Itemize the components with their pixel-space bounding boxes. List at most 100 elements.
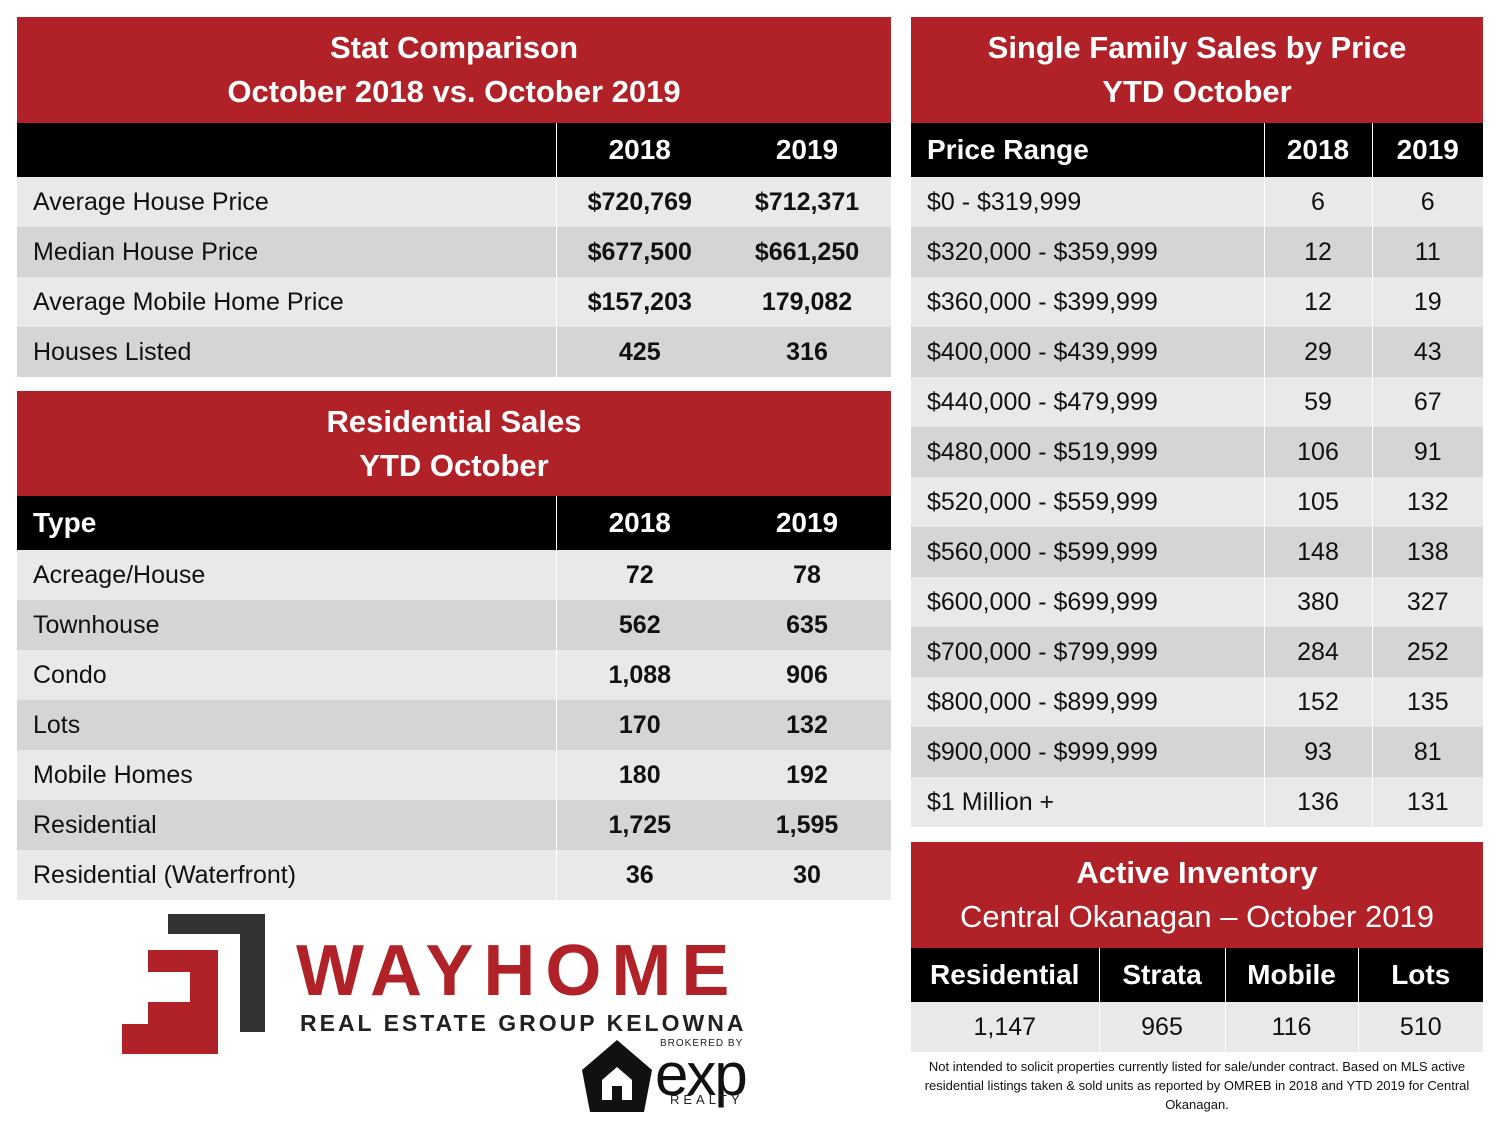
brokered-by-label: BROKERED BY	[660, 1038, 744, 1049]
value-2019: 906	[723, 650, 891, 700]
residential-sales-title-line1: Residential Sales	[326, 403, 582, 439]
active-inventory-title-line1: Active Inventory	[1076, 855, 1318, 890]
column-header-2019: 2019	[723, 123, 891, 177]
column-header-2018: 2018	[555, 496, 723, 550]
value-2019: 6	[1371, 177, 1483, 227]
value-2019: 91	[1371, 427, 1483, 477]
row-label: Median House Price	[17, 227, 556, 277]
table-row: Mobile Homes 180 192	[17, 750, 891, 800]
row-label: Average Mobile Home Price	[17, 277, 556, 327]
column-header-residential: Residential	[911, 948, 1099, 1002]
stat-comparison-panel: Stat Comparison October 2018 vs. October…	[17, 17, 891, 377]
active-inventory-table: Residential Strata Mobile Lots 1,147 965…	[911, 948, 1483, 1052]
row-label: $440,000 - $479,999	[911, 377, 1264, 427]
row-label: Acreage/House	[17, 550, 556, 600]
row-label: Townhouse	[17, 600, 556, 650]
value-2019: 132	[723, 700, 891, 750]
table-row: $1 Million +136 131	[911, 777, 1483, 827]
column-header-strata: Strata	[1098, 948, 1225, 1002]
value-2019: 1,595	[723, 800, 891, 850]
value-mobile: 116	[1224, 1002, 1358, 1052]
row-label: Houses Listed	[17, 327, 556, 377]
value-2019: 30	[723, 850, 891, 900]
column-header-2019: 2019	[723, 496, 891, 550]
column-header-price-range: Price Range	[911, 123, 1264, 177]
table-row: $0 - $319,999 6 6	[911, 177, 1483, 227]
value-2018: 425	[555, 327, 723, 377]
wayhome-tagline: REAL ESTATE GROUP KELOWNA	[300, 1010, 747, 1036]
row-label: $1 Million +	[911, 777, 1264, 827]
value-2018: 284	[1263, 627, 1372, 677]
single-family-title-line2: YTD October	[1102, 74, 1292, 109]
value-2019: 132	[1371, 477, 1483, 527]
value-2018: $720,769	[555, 177, 723, 227]
row-label: $900,000 - $999,999	[911, 727, 1264, 777]
value-2018: 36	[555, 850, 723, 900]
value-2019: 78	[723, 550, 891, 600]
column-header-2018: 2018	[555, 123, 723, 177]
table-row: Acreage/House 72 78	[17, 550, 891, 600]
value-2019: 19	[1371, 277, 1483, 327]
table-row: Lots 170 132	[17, 700, 891, 750]
single-family-table: Price Range 2018 2019 $0 - $319,999 6 6 $3…	[911, 123, 1483, 827]
stat-comparison-title-line2: October 2018 vs. October 2019	[227, 74, 681, 109]
table-header-row: Residential Strata Mobile Lots	[911, 948, 1483, 1002]
stat-comparison-title: Stat Comparison October 2018 vs. October…	[17, 17, 891, 123]
table-row: $900,000 - $999,999 93 81	[911, 727, 1483, 777]
value-2018: 562	[555, 600, 723, 650]
disclaimer: Not intended to solicit properties curre…	[924, 1059, 1470, 1112]
value-2018: $157,203	[555, 277, 723, 327]
table-row: Townhouse 562 635	[17, 600, 891, 650]
value-2018: 136	[1263, 777, 1372, 827]
wayhome-logo-mark	[122, 914, 652, 1112]
residential-sales-panel: Residential Sales YTD October Type 2018 …	[17, 391, 891, 900]
table-header-row: Price Range 2018 2019	[911, 123, 1483, 177]
row-label: $560,000 - $599,999	[911, 527, 1264, 577]
row-label: Condo	[17, 650, 556, 700]
table-row: $440,000 - $479,999 59 67	[911, 377, 1483, 427]
row-label: $520,000 - $559,999	[911, 477, 1264, 527]
row-label: $800,000 - $899,999	[911, 677, 1264, 727]
value-2018: 380	[1263, 577, 1372, 627]
value-2019: 635	[723, 600, 891, 650]
stat-comparison-table: 2018 2019 Average House Price $720,769 $…	[17, 123, 891, 377]
table-row: $320,000 - $359,999 12 11	[911, 227, 1483, 277]
value-2018: 12	[1263, 227, 1372, 277]
value-2018: 1,088	[555, 650, 723, 700]
value-2019: 179,082	[723, 277, 891, 327]
residential-sales-title: Residential Sales YTD October	[17, 391, 891, 496]
value-2018: 1,725	[555, 800, 723, 850]
single-family-panel: Single Family Sales by Price YTD October…	[911, 17, 1483, 827]
row-label: $600,000 - $699,999	[911, 577, 1264, 627]
value-2018: 106	[1263, 427, 1372, 477]
row-label: $400,000 - $439,999	[911, 327, 1264, 377]
row-label: $0 - $319,999	[911, 177, 1264, 227]
value-2018: 6	[1263, 177, 1372, 227]
table-row: $800,000 - $899,999 152 135	[911, 677, 1483, 727]
row-label: Average House Price	[17, 177, 556, 227]
value-2019: 11	[1371, 227, 1483, 277]
column-header-2018: 2018	[1263, 123, 1372, 177]
value-2018: 72	[555, 550, 723, 600]
row-label: Residential (Waterfront)	[17, 850, 556, 900]
active-inventory-title-line2: Central Okanagan – October 2019	[960, 899, 1434, 934]
residential-sales-table: Type 2018 2019 Acreage/House 72 78 Townh…	[17, 496, 891, 900]
table-row: $400,000 - $439,999 29 43	[911, 327, 1483, 377]
active-inventory-title: Active Inventory Central Okanagan – Octo…	[911, 842, 1483, 948]
table-row: 1,147 965 116 510	[911, 1002, 1483, 1052]
value-2019: 138	[1371, 527, 1483, 577]
row-label: Mobile Homes	[17, 750, 556, 800]
value-2019: 135	[1371, 677, 1483, 727]
value-2019: 131	[1371, 777, 1483, 827]
table-row: $480,000 - $519,999 106 91	[911, 427, 1483, 477]
table-row: Average House Price $720,769 $712,371	[17, 177, 891, 227]
stat-comparison-title-line1: Stat Comparison	[329, 30, 579, 65]
value-2018: 148	[1263, 527, 1372, 577]
value-2018: 152	[1263, 677, 1372, 727]
table-row: $560,000 - $599,999 148 138	[911, 527, 1483, 577]
residential-sales-title-line2: YTD October	[359, 447, 549, 483]
single-family-title-line1: Single Family Sales by Price	[987, 30, 1407, 65]
table-header-row: 2018 2019	[17, 123, 891, 177]
row-label: $320,000 - $359,999	[911, 227, 1264, 277]
realty-label: REALTY	[670, 1092, 744, 1107]
